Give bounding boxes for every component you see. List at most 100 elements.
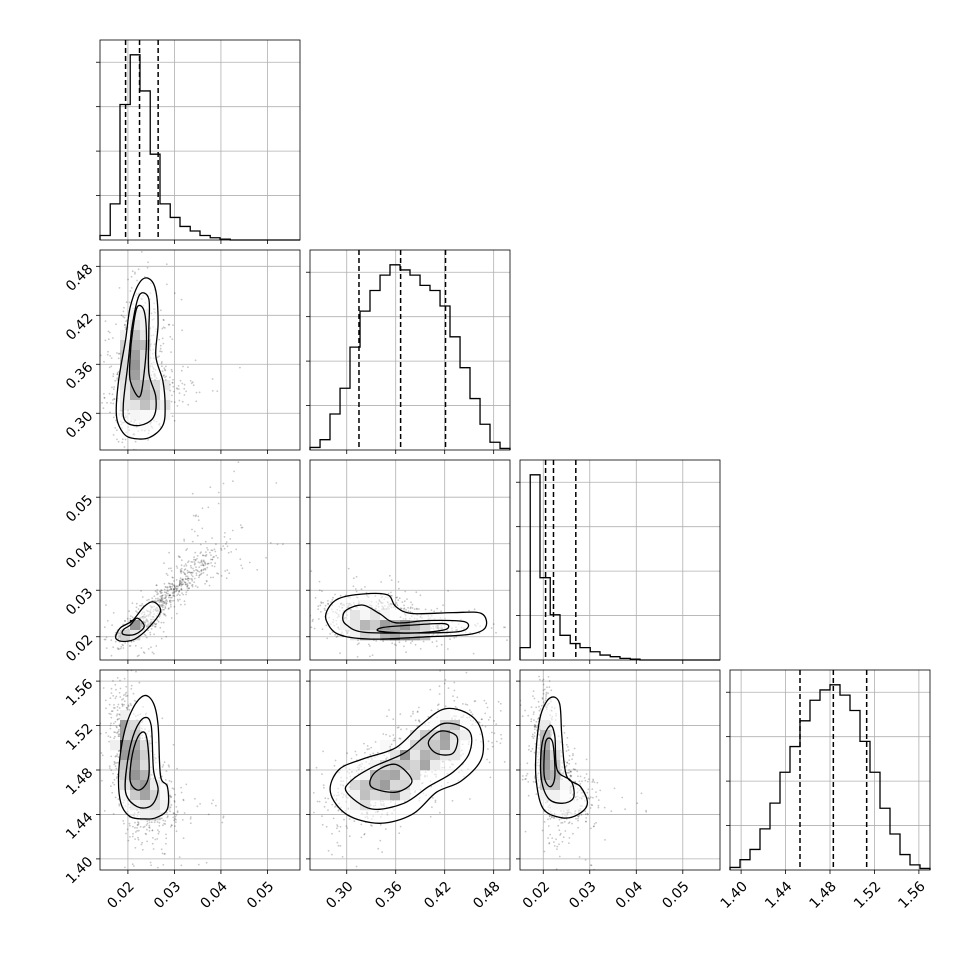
sample-point	[474, 700, 477, 702]
sample-point	[195, 391, 198, 394]
sample-point	[114, 796, 117, 799]
sample-point	[165, 602, 168, 604]
sample-point	[387, 592, 390, 595]
sample-point	[481, 718, 483, 721]
contour-line	[376, 622, 450, 634]
sample-point	[110, 690, 112, 692]
sample-point	[111, 624, 113, 626]
sample-point	[175, 590, 177, 593]
sample-point	[137, 823, 140, 826]
sample-point	[469, 798, 471, 800]
sample-point	[109, 736, 112, 739]
sample-point	[187, 403, 190, 406]
sample-point	[500, 733, 502, 736]
sample-point	[129, 644, 132, 647]
sample-point	[184, 583, 187, 586]
sample-point	[199, 561, 201, 564]
sample-point	[388, 574, 391, 577]
sample-point	[575, 817, 577, 820]
sample-point	[384, 828, 387, 830]
contour-line	[114, 601, 162, 643]
sample-point	[107, 665, 109, 667]
x-tick-label: 0.05	[659, 879, 692, 912]
sample-point	[538, 705, 540, 708]
sample-point	[125, 301, 128, 304]
sample-point	[160, 621, 163, 624]
sample-point	[556, 845, 559, 848]
sample-point	[544, 641, 546, 643]
sample-point	[191, 381, 194, 384]
sample-point	[579, 775, 582, 778]
sample-point	[187, 561, 189, 564]
sample-point	[111, 386, 113, 389]
sample-point	[118, 699, 120, 701]
sample-point	[162, 824, 164, 827]
sample-point	[170, 583, 172, 585]
sample-point	[157, 600, 159, 602]
x-tick-label: 0.04	[197, 879, 230, 912]
sample-point	[123, 822, 125, 825]
sample-point	[165, 592, 168, 595]
sample-point	[188, 582, 191, 584]
sample-point	[555, 868, 558, 870]
sample-point	[160, 589, 163, 591]
sample-point	[429, 815, 432, 818]
sample-point	[530, 720, 533, 723]
sample-point	[182, 365, 184, 368]
sample-point	[209, 576, 212, 579]
sample-point	[380, 581, 383, 583]
sample-point	[339, 826, 342, 828]
sample-point	[167, 323, 170, 326]
x-tick-label: 0.02	[520, 879, 553, 912]
sample-point	[170, 570, 173, 572]
sample-point	[297, 602, 299, 604]
sample-point	[180, 588, 183, 591]
sample-point	[169, 826, 172, 828]
sample-point	[113, 398, 115, 400]
sample-point	[178, 392, 181, 395]
sample-point	[399, 713, 402, 715]
sample-point	[542, 678, 545, 681]
sample-point	[356, 656, 359, 658]
sample-point	[118, 714, 121, 716]
sample-point	[165, 594, 168, 597]
sample-point	[149, 633, 152, 636]
sample-point	[108, 740, 110, 743]
sample-point	[206, 566, 209, 569]
sample-point	[167, 592, 169, 595]
sample-point	[535, 621, 537, 623]
sample-point	[407, 610, 410, 613]
sample-point	[147, 439, 150, 441]
sample-point	[92, 635, 94, 637]
sample-point	[162, 602, 165, 605]
sample-point	[97, 759, 99, 761]
sample-point	[169, 585, 171, 588]
sample-point	[265, 826, 267, 828]
sample-point	[232, 480, 234, 483]
sample-point	[203, 562, 206, 564]
sample-point	[525, 774, 528, 777]
sample-point	[116, 677, 119, 679]
density-cell	[110, 740, 121, 751]
sample-point	[204, 540, 207, 543]
sample-point	[128, 620, 131, 622]
sample-point	[132, 484, 134, 486]
sample-point	[122, 647, 125, 649]
sample-point	[160, 599, 162, 602]
sample-point	[191, 575, 194, 578]
sample-point	[162, 600, 165, 603]
sample-point	[201, 527, 204, 530]
sample-point	[113, 763, 116, 766]
sample-point	[155, 584, 158, 587]
sample-point	[159, 626, 162, 629]
sample-point	[165, 572, 168, 575]
sample-point	[369, 655, 371, 658]
sample-point	[391, 642, 394, 645]
sample-point	[372, 752, 375, 755]
sample-point	[327, 809, 329, 811]
sample-point	[253, 826, 255, 828]
sample-point	[96, 758, 98, 760]
sample-point	[158, 615, 161, 618]
sample-point	[173, 788, 175, 790]
